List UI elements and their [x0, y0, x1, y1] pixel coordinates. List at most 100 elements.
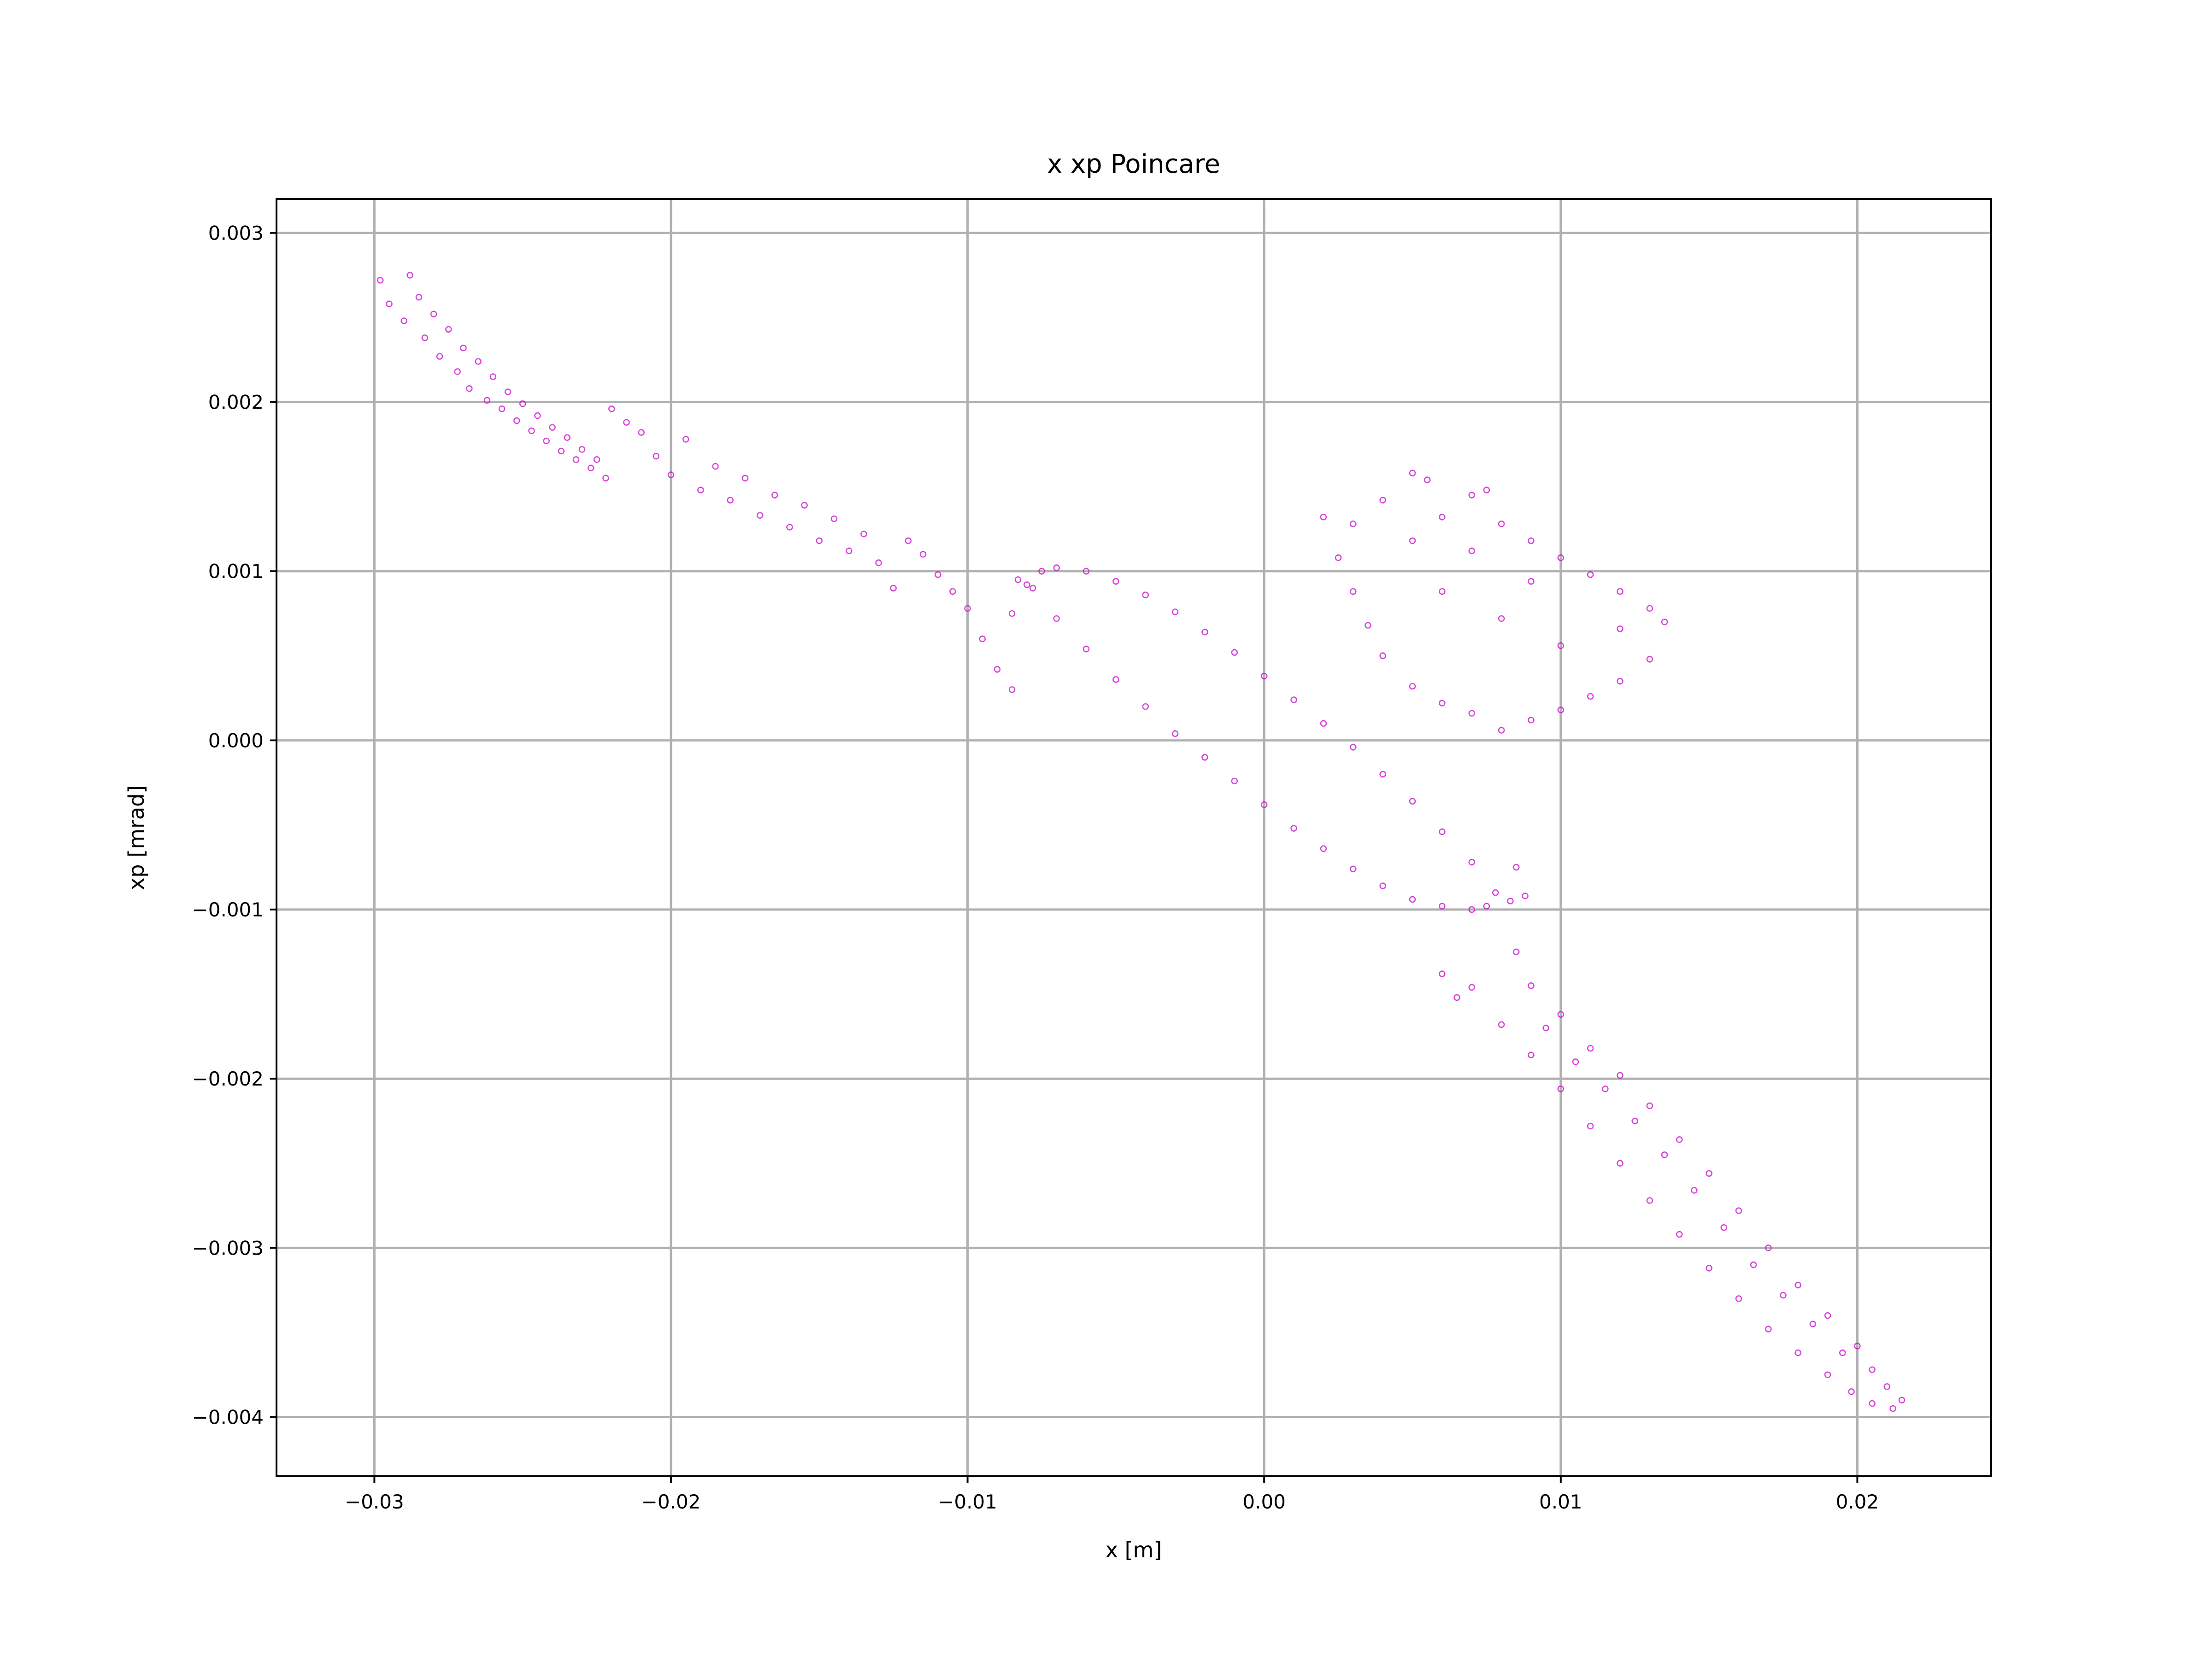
y-tick-label: 0.000 [208, 729, 264, 752]
data-point [1350, 520, 1357, 528]
data-point [549, 424, 556, 431]
data-point [801, 502, 808, 509]
data-point [400, 317, 407, 324]
data-point [1557, 554, 1565, 561]
data-point [1439, 903, 1446, 910]
data-point [1522, 892, 1529, 899]
data-point [1029, 585, 1036, 592]
data-point [386, 300, 393, 307]
data-point [816, 537, 823, 544]
data-point [1706, 1265, 1712, 1272]
data-point [1335, 554, 1342, 561]
data-point [1557, 1011, 1565, 1018]
data-point [436, 353, 443, 360]
data-point [1824, 1371, 1831, 1378]
data-point [475, 358, 482, 365]
x-tick-label: −0.01 [938, 1491, 997, 1513]
data-point [1507, 898, 1514, 904]
data-point [1848, 1388, 1855, 1395]
data-point [1439, 588, 1446, 595]
data-point [1617, 1072, 1624, 1079]
data-point [1617, 625, 1624, 632]
data-point [1142, 591, 1149, 599]
data-point [1082, 646, 1090, 652]
data-point [1557, 706, 1565, 714]
data-point [905, 537, 912, 544]
data-point [1171, 608, 1179, 616]
data-point [1676, 1231, 1683, 1238]
data-point [786, 524, 793, 531]
chart-title: x xp Poincare [1047, 149, 1220, 179]
data-point [558, 447, 565, 455]
data-point [1661, 618, 1668, 626]
data-point [1512, 948, 1520, 956]
data-point [1809, 1321, 1817, 1327]
data-point [1439, 513, 1446, 521]
data-point [454, 368, 461, 375]
data-point [1794, 1281, 1801, 1289]
data-point [415, 293, 423, 301]
data-point [1112, 578, 1119, 585]
data-point [919, 551, 927, 558]
data-point [1498, 1021, 1505, 1028]
data-point [445, 326, 452, 333]
data-point [1691, 1187, 1698, 1194]
data-point [1468, 710, 1475, 717]
data-point [1706, 1170, 1712, 1177]
data-point [667, 471, 675, 478]
data-point [1468, 906, 1475, 913]
data-point [543, 437, 550, 445]
data-point [1112, 676, 1119, 683]
data-point [1794, 1349, 1801, 1356]
data-point [460, 344, 467, 352]
data-point [1053, 615, 1060, 622]
data-point [845, 547, 853, 554]
data-point [1409, 798, 1416, 805]
data-point [1528, 578, 1535, 585]
data-point [1014, 576, 1022, 583]
data-point [587, 464, 594, 472]
data-point [1780, 1291, 1787, 1299]
data-point [1439, 970, 1446, 977]
data-point [771, 492, 778, 499]
data-point [1492, 889, 1499, 896]
data-point [1024, 581, 1030, 588]
data-point [1765, 1326, 1772, 1332]
y-tick-label: −0.003 [192, 1237, 264, 1259]
data-point [875, 559, 882, 566]
data-point [1498, 615, 1505, 622]
data-point [489, 373, 497, 380]
data-point [1350, 588, 1357, 595]
data-point [608, 405, 615, 412]
y-tick-label: −0.004 [192, 1406, 264, 1428]
data-point [1720, 1224, 1728, 1231]
x-axis-ticks: −0.03 −0.02 −0.01 0.00 0.01 0.02 [345, 1476, 1879, 1513]
data-point [1883, 1383, 1890, 1390]
data-point [1528, 1051, 1535, 1059]
data-point [1290, 696, 1297, 704]
data-point [638, 429, 645, 436]
data-point [1587, 1045, 1594, 1052]
y-tick-label: 0.003 [208, 222, 264, 244]
data-point [653, 452, 660, 460]
x-tick-label: 0.00 [1242, 1491, 1286, 1513]
data-point [1468, 492, 1475, 499]
data-point [1869, 1400, 1876, 1407]
data-point [513, 417, 520, 424]
data-point [1468, 858, 1475, 866]
x-axis-label: x [m] [1106, 1538, 1162, 1562]
data-point [1528, 537, 1535, 544]
data-point [1260, 801, 1268, 808]
plot-frame [276, 198, 1992, 1477]
data-point [1646, 605, 1653, 612]
data-point [1142, 703, 1149, 710]
data-point [727, 497, 734, 504]
data-point [741, 475, 749, 482]
data-point [1869, 1366, 1876, 1373]
data-point [1171, 730, 1179, 737]
data-point [1587, 1122, 1594, 1130]
data-point [1750, 1261, 1757, 1268]
y-axis-label: xp [mrad] [124, 785, 149, 890]
data-point [1587, 693, 1594, 700]
data-point [421, 334, 429, 341]
